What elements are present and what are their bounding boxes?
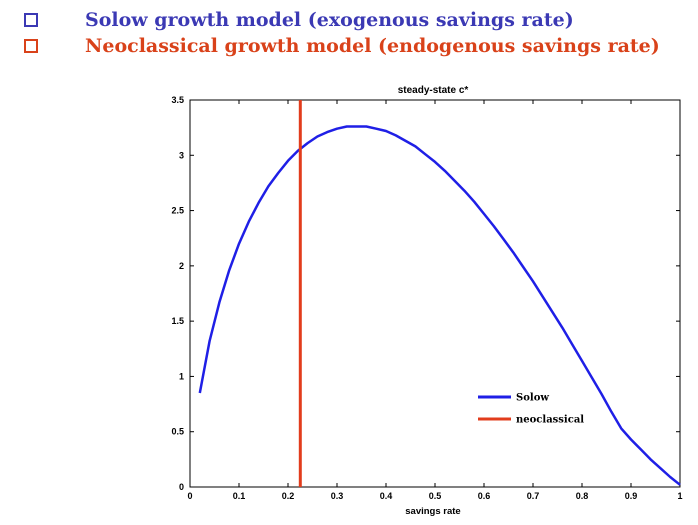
bullet-text-neoclassical: Neoclassical growth model (endogenous sa… — [85, 35, 660, 57]
bullet-square-icon — [24, 13, 38, 27]
bullet-item-solow: Solow growth model (exogenous savings ra… — [22, 7, 574, 33]
x-tick-label: 1 — [677, 491, 682, 501]
axes-layer: 0 0.1 0.2 0.3 0.4 0.5 0.6 0.7 0.8 0.9 1 0 0.5 1 1.5 2 2.… — [171, 95, 682, 501]
x-axis-label: savings rate — [405, 506, 460, 517]
y-tick-label: 0.5 — [171, 427, 184, 437]
bullet-text-solow: Solow growth model (exogenous savings ra… — [85, 9, 574, 31]
y-tick-label: 2 — [179, 261, 184, 271]
x-tick-label: 0.1 — [233, 491, 246, 501]
y-tick-label: 1.5 — [171, 316, 184, 326]
plot-frame — [189, 99, 681, 488]
x-tick-label: 0.4 — [380, 491, 393, 501]
x-tick-label: 0.8 — [576, 491, 589, 501]
x-tick-label: 0.6 — [478, 491, 491, 501]
x-tick-label: 0.9 — [625, 491, 638, 501]
legend-label-neoclassical: neoclassical — [516, 415, 584, 426]
x-tick-label: 0 — [187, 491, 192, 501]
y-tick-label: 3 — [179, 150, 184, 160]
bullet-square-icon — [24, 39, 38, 53]
series-line-solow — [198, 125, 681, 486]
x-tick-label: 0.3 — [331, 491, 344, 501]
y-tick-label: 3.5 — [171, 95, 184, 105]
legend-label-solow: Solow — [516, 393, 549, 404]
y-tick-label: 0 — [179, 482, 184, 492]
x-tick-label: 0.2 — [282, 491, 295, 501]
bullet-item-neoclassical: Neoclassical growth model (endogenous sa… — [22, 33, 660, 59]
y-tick-label: 1 — [179, 371, 184, 381]
x-tick-label: 0.7 — [527, 491, 540, 501]
y-tick-label: 2.5 — [171, 206, 184, 216]
chart-title: steady-state c* — [398, 85, 469, 96]
x-tick-label: 0.5 — [429, 491, 442, 501]
legend: Solow neoclassical — [478, 393, 584, 426]
series-layer — [198, 100, 681, 487]
